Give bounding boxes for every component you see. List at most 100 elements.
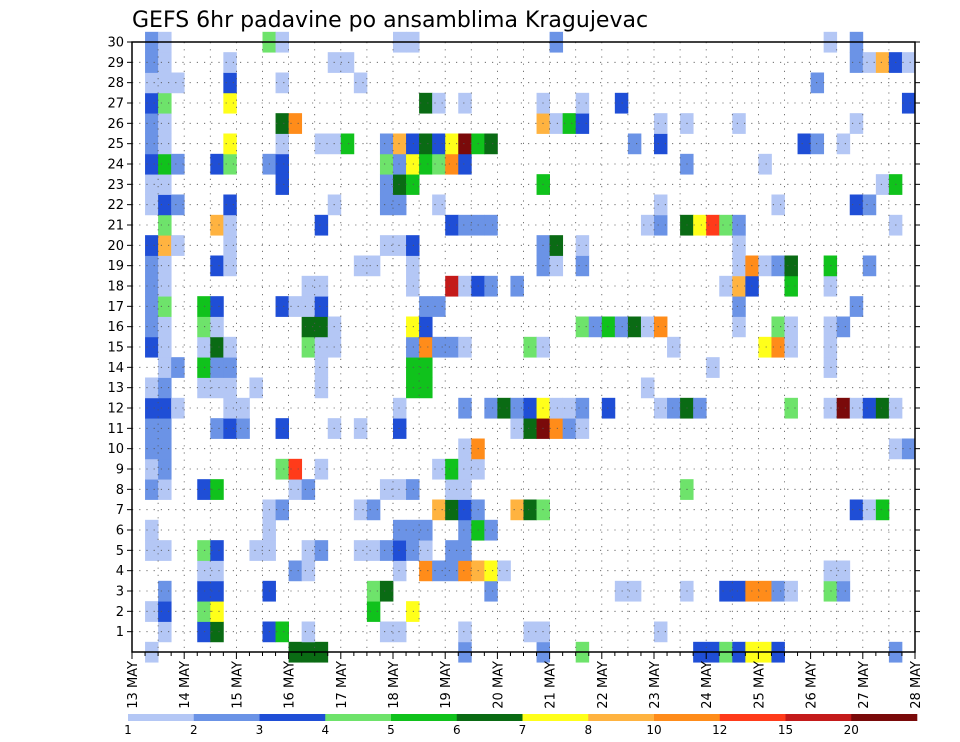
heatmap-cell <box>523 397 537 419</box>
heatmap-cell <box>784 397 798 419</box>
heatmap-cell <box>510 499 524 521</box>
heatmap-cell <box>640 214 655 236</box>
heatmap-cell <box>588 316 603 338</box>
x-tick-label: 28 MAY <box>909 661 924 709</box>
heatmap-cell <box>458 336 472 358</box>
heatmap-cell <box>275 72 289 94</box>
heatmap-cell <box>823 357 838 378</box>
heatmap-cell <box>210 153 224 175</box>
heatmap-cell <box>171 397 185 419</box>
heatmap-cell <box>458 499 472 521</box>
heatmap-cell <box>406 174 420 195</box>
heatmap-cell <box>158 72 172 94</box>
heatmap-cell <box>654 214 668 236</box>
heatmap-cell <box>366 499 381 521</box>
heatmap-cell <box>406 479 420 500</box>
heatmap-cell <box>145 153 159 175</box>
heatmap-cell <box>406 540 420 561</box>
colorbar-label: 6 <box>453 723 461 737</box>
heatmap-cell <box>314 458 329 480</box>
heatmap-cell <box>314 377 329 399</box>
heatmap-cell <box>575 397 590 419</box>
heatmap-cell <box>445 479 459 500</box>
heatmap-cell <box>836 560 851 582</box>
y-tick-label: 14 <box>107 361 124 376</box>
heatmap-cell <box>158 397 172 419</box>
heatmap-cell <box>458 479 472 500</box>
x-tick-label: 17 MAY <box>335 661 350 709</box>
heatmap-cell <box>732 235 746 256</box>
heatmap-cell <box>614 316 629 338</box>
heatmap-cell <box>340 133 355 155</box>
heatmap-cell <box>314 133 329 155</box>
heatmap-cell <box>210 479 224 500</box>
heatmap-cell <box>275 296 289 317</box>
heatmap-cell <box>223 133 237 155</box>
heatmap-cell <box>445 275 459 297</box>
heatmap-cell <box>875 397 890 419</box>
heatmap-cell <box>432 194 446 216</box>
heatmap-cell <box>445 540 459 561</box>
heatmap-cell <box>379 479 394 500</box>
heatmap-cells <box>145 31 916 663</box>
heatmap-cell <box>510 275 524 297</box>
heatmap-cell <box>510 397 524 419</box>
y-tick-label: 22 <box>107 198 124 213</box>
heatmap-cell <box>223 194 237 216</box>
heatmap-cell <box>393 540 407 561</box>
y-tick-label: 16 <box>107 320 124 335</box>
heatmap-cell <box>353 255 368 277</box>
heatmap-cell <box>197 377 211 399</box>
heatmap-cell <box>223 52 237 73</box>
heatmap-cell <box>301 275 316 297</box>
heatmap-cell <box>197 580 211 602</box>
y-tick-label: 19 <box>107 259 124 274</box>
heatmap-cell <box>419 519 433 541</box>
heatmap-cell <box>523 336 537 358</box>
heatmap-cell <box>366 255 381 277</box>
heatmap-cell <box>301 621 316 643</box>
heatmap-cell <box>784 336 798 358</box>
heatmap-cell <box>810 133 825 155</box>
heatmap-cell <box>523 499 537 521</box>
heatmap-cell <box>210 214 224 236</box>
heatmap-cell <box>197 540 211 561</box>
y-tick-label: 11 <box>107 422 124 437</box>
heatmap-cell <box>406 275 420 297</box>
heatmap-cell <box>145 296 159 317</box>
heatmap-cell <box>732 214 746 236</box>
heatmap-cell <box>158 113 172 134</box>
heatmap-cell <box>158 52 172 73</box>
heatmap-cell <box>732 316 746 338</box>
heatmap-cell <box>419 540 433 561</box>
heatmap-cell <box>314 296 329 317</box>
heatmap-cell <box>693 214 707 236</box>
heatmap-cell <box>445 133 459 155</box>
y-tick-label: 7 <box>116 503 124 518</box>
heatmap-cell <box>823 275 838 297</box>
heatmap-cell <box>210 601 224 622</box>
heatmap-cell <box>393 235 407 256</box>
heatmap-cell <box>771 194 785 216</box>
heatmap-cell <box>145 316 159 338</box>
colorbar-label: 20 <box>844 723 859 737</box>
heatmap-cell <box>875 174 890 195</box>
heatmap-cell <box>145 255 159 277</box>
heatmap-cell <box>223 72 237 94</box>
heatmap-cell <box>314 540 329 561</box>
heatmap-cell <box>901 52 916 73</box>
heatmap-cell <box>484 580 498 602</box>
heatmap-cell <box>562 397 577 419</box>
heatmap-cell <box>836 133 851 155</box>
heatmap-cell <box>419 560 433 582</box>
heatmap-cell <box>432 133 446 155</box>
heatmap-cell <box>197 560 211 582</box>
heatmap-cell <box>575 316 590 338</box>
heatmap-cell <box>145 194 159 216</box>
heatmap-cell <box>301 336 316 358</box>
heatmap-cell <box>549 255 564 277</box>
heatmap-cell <box>158 540 172 561</box>
heatmap-cell <box>732 580 746 602</box>
heatmap-cell <box>719 214 733 236</box>
heatmap-cell <box>210 540 224 561</box>
